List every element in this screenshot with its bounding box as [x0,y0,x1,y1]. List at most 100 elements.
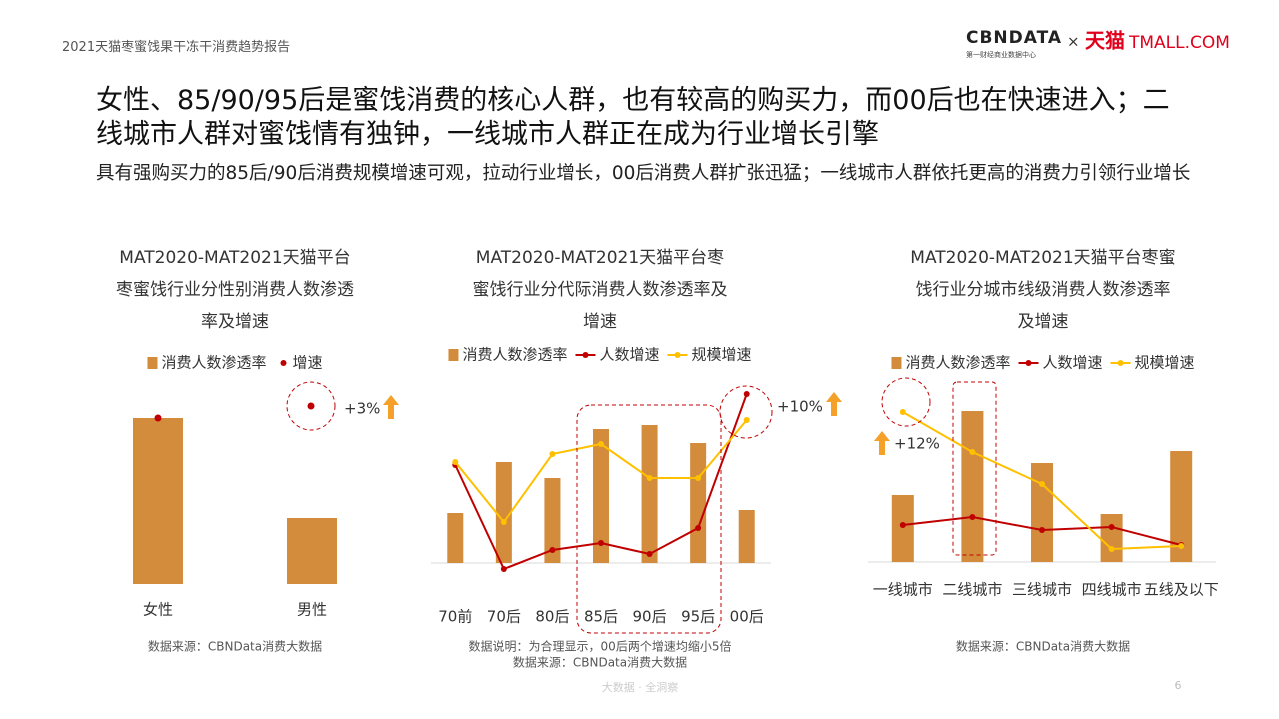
point [695,475,702,481]
legend-label: 消费人数渗透率 [462,346,567,364]
chart-title: MAT2020-MAT2021天猫平台 [119,248,350,268]
x-tick-label: 85后 [584,608,618,626]
legend: 消费人数渗透率 人数增速 规模增速 [891,354,1195,372]
chart-note: 数据来源：CBNData消费大数据 [148,639,322,654]
x-tick-label: 90后 [633,608,667,626]
highlight-circle [719,385,773,439]
report-title: 2021天猫枣蜜饯果干冻干消费趋势报告 [62,40,291,55]
legend-label: 消费人数渗透率 [905,354,1010,372]
tmall-cn: 天猫 [1085,29,1125,53]
chart-title: 饯行业分城市线级消费人数渗透率 [916,280,1171,300]
point [500,519,507,525]
x-tick-label: 80后 [535,608,569,626]
point [1108,524,1115,530]
x-tick-label: 70前 [438,608,472,626]
highlight-dot [307,402,315,410]
chart-title: 率及增速 [201,312,269,332]
cbndata-logo: CBNDATA [966,28,1062,48]
point [1108,546,1115,552]
up-arrow [874,431,890,455]
chart-title: 及增速 [1018,312,1069,332]
point [695,525,702,531]
slide-subtitle: 具有强购买力的85后/90后消费规模增速可观，拉动行业增长，00后消费人群扩张迅… [96,163,1191,184]
slide-title: 女性、85/90/95后是蜜饯消费的核心人群，也有较高的购买力，而00后也在快速… [96,85,1170,150]
x-tick-label: 男性 [297,601,327,619]
bar [641,425,658,563]
legend-label: 增速 [293,354,323,372]
up-arrow [826,392,842,416]
bar [1031,463,1053,562]
legend-label: 消费人数渗透率 [161,354,266,372]
legend-label: 人数增速 [599,346,659,364]
bar [447,513,464,563]
point [1039,481,1045,487]
point [1039,527,1045,533]
legend-label: 规模增速 [1135,354,1195,372]
x-tick-label: 五线及以下 [1144,581,1219,599]
chart-title: MAT2020-MAT2021天猫平台枣 [476,248,724,268]
chart-title: 枣蜜饯行业分性别消费人数渗透 [116,280,354,300]
highlight-circle [881,377,931,427]
bar [287,518,337,584]
x-tick-label: 70后 [487,608,521,626]
legend: 消费人数渗透率 人数增速 规模增速 [448,346,752,364]
up-arrow [383,395,399,419]
point [899,522,906,528]
point [743,417,750,423]
chart-title: MAT2020-MAT2021天猫平台枣蜜 [910,248,1175,268]
legend-label: 规模增速 [692,346,752,364]
bar [738,510,755,563]
legend-swatch [582,352,589,358]
x-tick-label: 四线城市 [1082,581,1142,599]
chart-note: 数据来源：CBNData消费大数据 [956,639,1130,654]
highlight-circle [286,381,336,431]
highlight-box [952,381,997,556]
tmall-en: TMALL.COM [1128,33,1230,53]
x-tick-label: 00后 [730,608,764,626]
point [598,441,604,447]
point [549,451,556,457]
x-tick-label: 二线城市 [942,581,1002,599]
bar [1170,451,1193,562]
chart-title: 蜜饯行业分代际消费人数渗透率及 [473,280,728,300]
bar [1100,514,1123,562]
point [969,514,976,520]
bar [133,418,183,584]
annotation: +3% [344,400,380,418]
legend-swatch [1025,360,1032,366]
x-tick-label: 女性 [143,601,173,619]
legend-swatch [147,357,158,369]
legend-swatch [280,360,287,366]
legend-swatch [674,352,681,358]
bar [544,478,561,563]
point [500,566,507,572]
annotation: +12% [894,435,940,453]
point [646,551,653,557]
bar [961,411,984,562]
legend-swatch [448,349,459,361]
bar [891,495,914,562]
cbndata-sub: 第一财经商业数据中心 [966,50,1036,59]
x-tick-label: 一线城市 [873,581,933,599]
chart-note: 数据来源：CBNData消费大数据 [513,655,687,670]
point [743,391,750,397]
page-number: 6 [1175,679,1182,692]
annotation: +10% [777,398,823,416]
bar [495,462,512,563]
point [549,547,556,553]
footer-slogan: 大数据 · 全洞察 [602,680,679,694]
point [154,414,162,422]
x-tick-label: 三线城市 [1012,581,1072,599]
legend: 消费人数渗透率 增速 [147,354,323,372]
point [899,409,906,415]
point [969,449,976,455]
legend-swatch [1117,360,1124,366]
point [1178,543,1185,549]
point [598,540,604,546]
highlight-box [576,404,722,634]
logo: CBNDATA 第一财经商业数据中心 × 天猫 TMALL.COM [966,28,1230,59]
legend-swatch [891,357,902,369]
bar [690,443,707,563]
